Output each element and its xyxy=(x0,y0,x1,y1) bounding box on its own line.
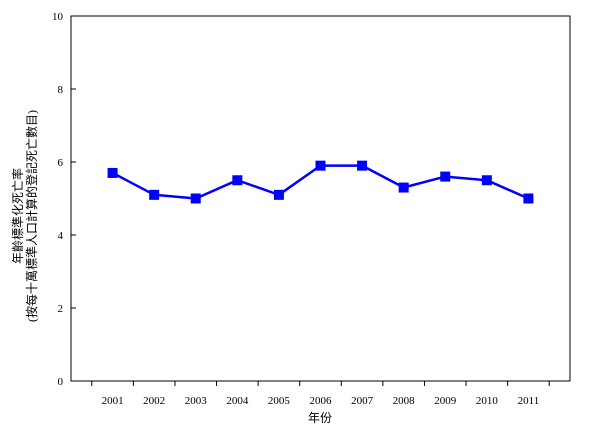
y-tick-label: 2 xyxy=(58,303,64,315)
plot-area xyxy=(70,15,571,382)
x-axis-title: 年份 xyxy=(308,411,332,425)
x-tick-label: 2002 xyxy=(143,395,165,407)
y-axis: 0 2 4 6 8 10 xyxy=(52,11,76,388)
data-point xyxy=(357,160,368,171)
data-point xyxy=(232,175,243,186)
x-tick-label: 2010 xyxy=(476,395,499,407)
data-point xyxy=(190,193,201,204)
data-point xyxy=(315,160,326,171)
y-tick-label: 10 xyxy=(52,11,64,23)
x-tick-label: 2011 xyxy=(518,395,540,407)
data-point xyxy=(273,189,284,200)
x-tick-label: 2003 xyxy=(185,395,208,407)
x-tick-label: 2001 xyxy=(102,395,124,407)
data-point xyxy=(107,167,118,178)
series-layer xyxy=(107,160,534,204)
x-tick-label: 2008 xyxy=(393,395,416,407)
x-tick-label: 2004 xyxy=(226,395,249,407)
x-tick-label: 2009 xyxy=(434,395,457,407)
x-tick-label: 2005 xyxy=(268,395,291,407)
y-axis-title-line2: (按每十萬標準人口計算的登記死亡數目) xyxy=(24,110,39,322)
y-axis-title: 年齡標準化死亡率 (按每十萬標準人口計算的登記死亡數目) xyxy=(10,110,39,322)
y-tick-label: 6 xyxy=(58,157,64,169)
data-point xyxy=(149,189,160,200)
y-axis-title-line1: 年齡標準化死亡率 xyxy=(10,168,25,264)
x-tick-label: 2007 xyxy=(351,395,374,407)
y-tick-label: 0 xyxy=(58,376,64,388)
data-point xyxy=(481,175,492,186)
y-tick-label: 4 xyxy=(58,230,64,242)
x-tick-label: 2006 xyxy=(310,395,333,407)
data-point xyxy=(523,193,534,204)
data-point xyxy=(440,171,451,182)
x-axis: 2001 2002 2003 2004 2005 2006 2007 2008 2009 2010… xyxy=(91,381,550,407)
data-point xyxy=(398,182,409,193)
y-tick-label: 8 xyxy=(58,84,64,96)
